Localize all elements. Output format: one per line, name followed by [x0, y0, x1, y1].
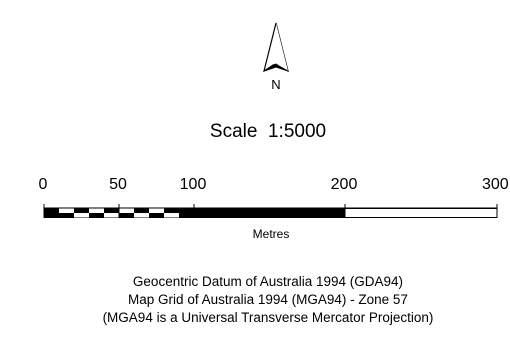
north-arrow-icon: N	[263, 22, 289, 92]
datum-notes: Geocentric Datum of Australia 1994 (GDA9…	[0, 273, 510, 327]
tick-label-300: 300	[482, 176, 509, 193]
scale-segment	[74, 208, 89, 213]
scale-segment	[179, 213, 194, 218]
tick-label-200: 200	[330, 176, 358, 193]
datum-note-line-3: (MGA94 is a Universal Transverse Mercato…	[102, 310, 434, 325]
scale-segment-100-200	[194, 208, 345, 218]
scale-segment-200-300	[344, 208, 498, 218]
scale-segment	[44, 208, 59, 213]
north-label: N	[271, 77, 280, 92]
tick-label-50: 50	[109, 176, 127, 193]
scale-segment	[134, 208, 149, 213]
scale-bar-segments	[43, 204, 498, 218]
scale-segment	[179, 208, 194, 213]
scale-segment	[59, 213, 74, 218]
scale-segment	[149, 213, 164, 218]
scale-segment	[164, 208, 179, 213]
scale-segment	[119, 213, 134, 218]
scale-title: Scale 1:5000	[209, 121, 327, 142]
scale-bar	[43, 204, 498, 218]
datum-note-line-1: Geocentric Datum of Australia 1994 (GDA9…	[132, 274, 404, 289]
tick-label-100: 100	[179, 176, 207, 193]
scale-segment	[44, 213, 59, 218]
scale-segment	[104, 208, 119, 213]
tick-label-0: 0	[38, 176, 48, 193]
datum-note-line-2: Map Grid of Australia 1994 (MGA94) - Zon…	[128, 292, 408, 307]
units-label: Metres	[252, 227, 290, 241]
scale-segment	[89, 213, 104, 218]
